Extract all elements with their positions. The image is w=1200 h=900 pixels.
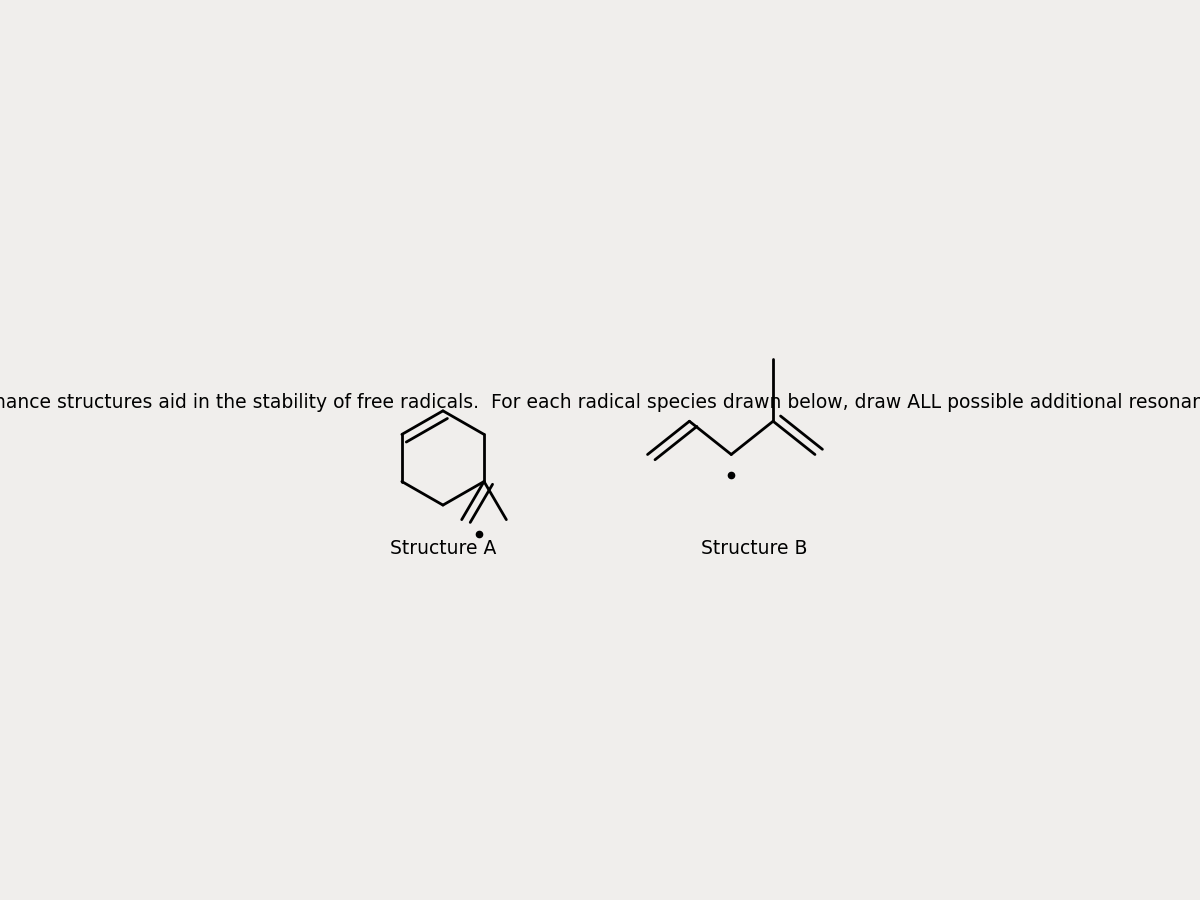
Text: Structure B: Structure B xyxy=(701,538,808,558)
Text: Structure A: Structure A xyxy=(390,538,496,558)
Text: Resonance structures aid in the stability of free radicals.  For each radical sp: Resonance structures aid in the stabilit… xyxy=(0,393,1200,412)
